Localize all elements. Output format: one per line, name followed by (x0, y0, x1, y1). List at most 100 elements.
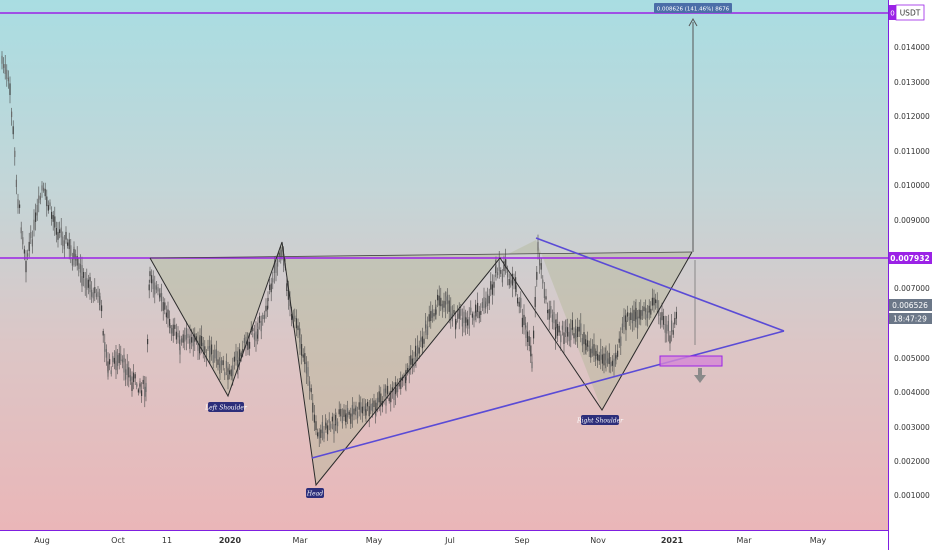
candle-body (440, 297, 442, 307)
candle-body (475, 304, 477, 313)
candle-body (49, 202, 51, 206)
currency-label[interactable]: 0 USDT (889, 4, 925, 21)
candle-body (257, 326, 259, 335)
candle-body (299, 328, 301, 336)
candle-body (425, 329, 427, 336)
candle-body (645, 314, 647, 319)
candle-body (79, 263, 81, 273)
candle-body (481, 302, 483, 308)
y-tick: 0.002000 (894, 457, 930, 466)
breakdown-zone (659, 355, 723, 367)
candle-body (120, 353, 122, 361)
candle-body (165, 312, 167, 318)
candle-body (84, 278, 86, 288)
candle-body (415, 345, 417, 357)
candle-body (294, 315, 296, 320)
candle-body (275, 263, 277, 273)
candle-body (545, 296, 547, 300)
candle-body (91, 289, 93, 297)
triangle-resistance (535, 237, 785, 332)
candle-body (145, 382, 147, 392)
candle-body (528, 336, 530, 346)
candle-body (631, 313, 633, 324)
time-axis[interactable] (0, 530, 888, 551)
candle-body (167, 309, 169, 319)
candle-body (181, 338, 183, 343)
candle-body (568, 331, 570, 342)
candle-body (1, 55, 3, 64)
candle-body (76, 256, 78, 266)
y-tick: 0.014000 (894, 43, 930, 52)
x-tick: Mar (736, 536, 752, 545)
candle-body (427, 326, 429, 335)
target-arrow-head (688, 17, 698, 27)
candle-body (33, 219, 35, 230)
candle-body (217, 359, 219, 365)
countdown-label: 18:47:29 (889, 313, 932, 324)
candle-body (148, 284, 150, 291)
resistance-price-label: 0.007932 (889, 252, 932, 264)
plot-area[interactable] (0, 0, 888, 530)
candle-body (501, 273, 503, 283)
candle-body (269, 284, 271, 290)
candle-body (623, 315, 625, 327)
candle-body (175, 331, 177, 340)
candle-body (387, 385, 389, 395)
candle-body (641, 309, 643, 316)
candle-body (12, 126, 14, 135)
candle-body (149, 271, 151, 277)
y-tick: 0.007000 (894, 284, 930, 293)
candle-body (133, 372, 135, 383)
candle-body (518, 301, 520, 307)
x-tick: Aug (34, 536, 50, 545)
candle-body (438, 295, 440, 306)
candle-body (102, 331, 104, 336)
candle-body (515, 277, 517, 290)
candle-body (249, 341, 251, 349)
candle-body (573, 333, 575, 339)
left-shoulder-text: Left Shoulder (204, 405, 248, 412)
candle-body (553, 312, 555, 324)
candle-body (277, 259, 279, 267)
candle-body (585, 339, 587, 346)
candle-body (667, 320, 669, 332)
candle-body (97, 291, 99, 297)
candle-body (648, 305, 650, 313)
candle-body (640, 310, 642, 320)
candle-body (35, 212, 37, 222)
candle-body (43, 187, 45, 191)
candle-body (513, 278, 515, 284)
candle-body (237, 357, 239, 369)
candle-body (539, 259, 541, 266)
price-axis[interactable] (888, 0, 932, 550)
candle-body (540, 263, 542, 270)
candle-body (286, 283, 288, 291)
candle-body (480, 311, 482, 315)
candle-body (320, 429, 322, 438)
candle-body (305, 362, 307, 374)
x-tick: Oct (111, 536, 125, 545)
candle-body (567, 327, 569, 337)
candle-body (664, 324, 666, 333)
candle-body (666, 324, 668, 334)
candle-body (478, 311, 480, 319)
candle-body (445, 296, 447, 301)
candle-body (189, 334, 191, 345)
candle-body (425, 320, 427, 329)
candle-body (107, 371, 109, 375)
candle-body (174, 324, 176, 329)
candle-body (598, 355, 600, 362)
candle-body (371, 403, 373, 412)
pattern-shade (150, 240, 692, 485)
candle-body (278, 252, 280, 256)
candle-body (483, 297, 485, 308)
candle-body (155, 285, 157, 290)
candle-body (397, 385, 399, 393)
candle-body (211, 344, 213, 355)
candle-body (441, 304, 443, 310)
candle-body (417, 345, 419, 356)
candle-body (78, 262, 80, 269)
candle-body (46, 196, 48, 207)
candle-body (312, 402, 314, 413)
candle-body (109, 359, 111, 365)
